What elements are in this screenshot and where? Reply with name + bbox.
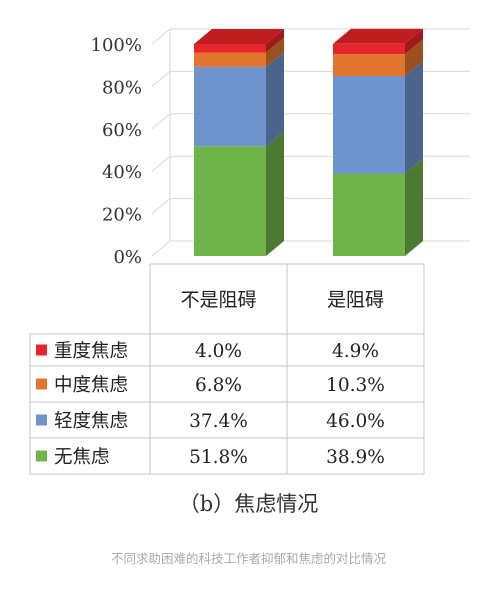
gridline-diagonal (151, 240, 171, 257)
bar-side-segment (405, 158, 423, 256)
data-label: 38.9% (326, 447, 385, 468)
legend-label: 中度焦虑 (54, 375, 128, 396)
gridline-diagonal (151, 71, 171, 87)
y-tick-label: 20% (102, 205, 142, 226)
figure-note: 不同求助困难的科技工作者抑郁和焦虑的对比情况 (110, 551, 386, 566)
category-label: 是阻碍 (327, 289, 384, 311)
bar-segment (333, 43, 405, 55)
data-label: 51.8% (189, 447, 248, 468)
bar-segment (194, 52, 266, 67)
bar-side-segment (266, 29, 284, 53)
bar-top-face (333, 28, 423, 44)
legend-swatch (36, 414, 47, 426)
data-label: 46.0% (326, 411, 385, 432)
legend-label: 无焦虑 (54, 447, 110, 468)
legend-swatch (36, 378, 47, 390)
bar-side-segment (266, 51, 284, 147)
data-label: 4.9% (332, 341, 379, 362)
legend-swatch (36, 450, 47, 462)
legend-label: 轻度焦虑 (54, 411, 128, 432)
data-label: 37.4% (189, 411, 248, 432)
bar-side-segment (405, 61, 423, 174)
gridline-diagonal (151, 155, 171, 172)
bar-side-segment (266, 37, 284, 67)
bar-side-segment (405, 28, 423, 55)
y-tick-label: 100% (91, 35, 142, 56)
y-tick-label: 60% (102, 120, 142, 141)
y-tick-label: 40% (102, 162, 142, 183)
data-label: 4.0% (195, 341, 242, 362)
category-label: 不是阻碍 (180, 289, 256, 311)
gridline-diagonal (151, 198, 171, 214)
y-tick-label: 0% (113, 247, 142, 268)
bar-segment (194, 146, 266, 256)
bar-segment (194, 66, 266, 147)
bar-segment (333, 76, 405, 174)
data-label: 10.3% (326, 375, 385, 396)
gridline-diagonal (151, 28, 171, 45)
bar-side-segment (266, 131, 284, 256)
bar-side-segment (405, 39, 423, 77)
bar-segment (333, 173, 405, 256)
legend-swatch (36, 344, 47, 356)
y-tick-label: 80% (102, 77, 142, 98)
gridline-diagonal (151, 113, 171, 130)
data-label: 6.8% (195, 375, 242, 396)
bar-segment (194, 44, 266, 53)
bar-segment (333, 54, 405, 77)
chart-caption: （b）焦虑情况 (178, 492, 319, 516)
bar-top-face (194, 29, 284, 44)
legend-label: 重度焦虑 (54, 341, 128, 362)
